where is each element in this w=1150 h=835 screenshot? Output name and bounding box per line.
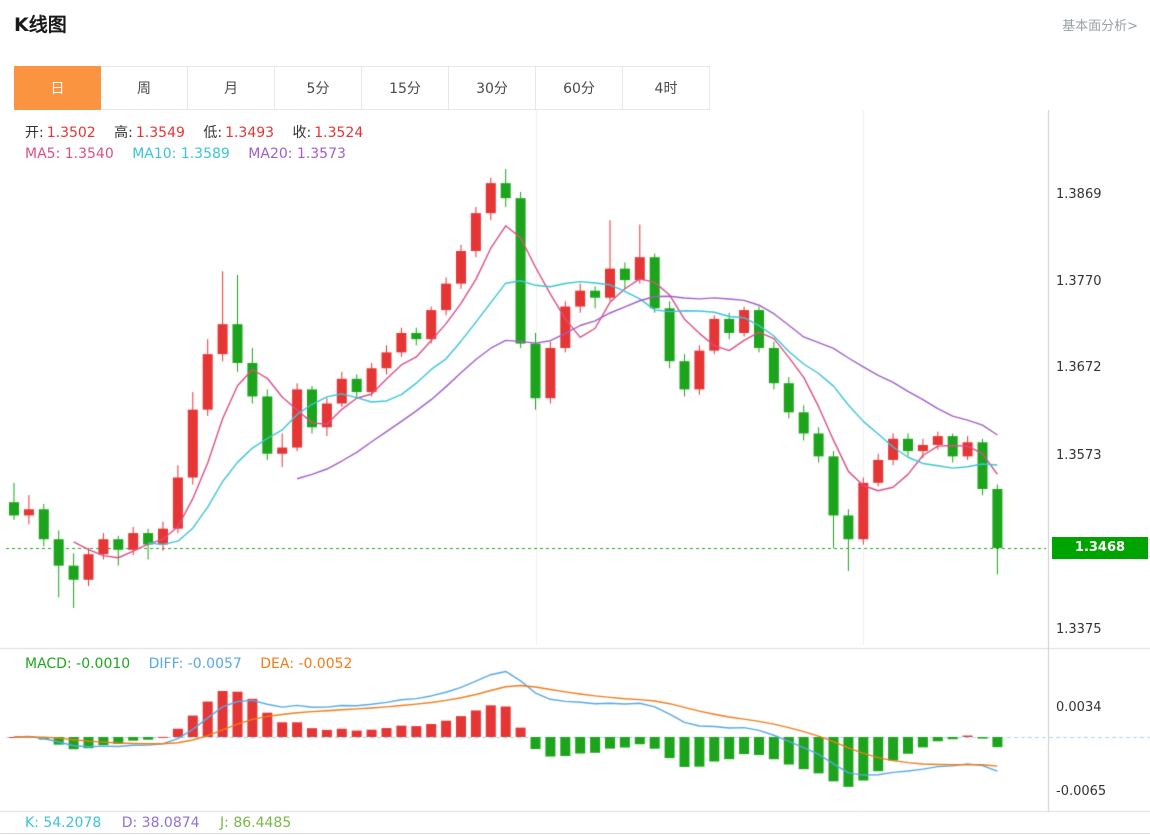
open-value: 1.3502 bbox=[46, 125, 96, 141]
j-label: J: bbox=[220, 815, 229, 831]
d-value: 38.0874 bbox=[141, 815, 200, 831]
price-axis-tick: 1.3770 bbox=[1056, 273, 1102, 289]
macd-label: MACD: bbox=[25, 656, 72, 672]
dea-value: -0.0052 bbox=[298, 656, 353, 672]
kline-chart-canvas[interactable] bbox=[0, 110, 1150, 814]
chart-area: 开: 1.3502 高: 1.3549 低: 1.3493 收: 1.3524 MA5:… bbox=[0, 110, 1150, 814]
tab-30min[interactable]: 30分 bbox=[449, 66, 536, 110]
j-value: 86.4485 bbox=[233, 815, 292, 831]
low-value: 1.3493 bbox=[225, 125, 275, 141]
macd-axis-tick: 0.0034 bbox=[1056, 700, 1102, 716]
price-axis-tick: 1.3573 bbox=[1056, 447, 1102, 463]
ma5-label: MA5: bbox=[25, 146, 61, 162]
current-price-tag: 1.3468 bbox=[1052, 537, 1148, 560]
interval-tabs-bar: 日 周 月 5分 15分 30分 60分 4时 bbox=[14, 66, 710, 110]
tab-month[interactable]: 月 bbox=[188, 66, 275, 110]
fundamental-analysis-link[interactable]: 基本面分析> bbox=[1062, 19, 1138, 34]
ma20-value: 1.3573 bbox=[296, 146, 346, 162]
price-axis-tick: 1.3672 bbox=[1056, 360, 1102, 376]
tab-week[interactable]: 周 bbox=[101, 66, 188, 110]
ma-legend: MA5: 1.3540 MA10: 1.3589 MA20: 1.3573 bbox=[25, 146, 360, 162]
macd-value: -0.0010 bbox=[76, 656, 131, 672]
high-value: 1.3549 bbox=[135, 125, 185, 141]
open-label: 开: bbox=[25, 125, 44, 141]
low-label: 低: bbox=[203, 125, 223, 141]
tab-15min[interactable]: 15分 bbox=[362, 66, 449, 110]
close-label: 收: bbox=[292, 125, 312, 141]
high-label: 高: bbox=[114, 125, 133, 141]
k-value: 54.2078 bbox=[43, 815, 102, 831]
top-bar: K线图 基本面分析> bbox=[0, 0, 1150, 66]
diff-label: DIFF: bbox=[148, 656, 184, 672]
tab-4hour[interactable]: 4时 bbox=[623, 66, 710, 110]
tab-5min[interactable]: 5分 bbox=[275, 66, 362, 110]
ma20-label: MA20: bbox=[248, 146, 293, 162]
ohlc-legend: 开: 1.3502 高: 1.3549 低: 1.3493 收: 1.3524 bbox=[25, 122, 377, 142]
ma5-value: 1.3540 bbox=[64, 146, 114, 162]
kdj-legend: K: 54.2078 D: 38.0874 J: 86.4485 bbox=[0, 812, 1150, 834]
ma10-value: 1.3589 bbox=[180, 146, 230, 162]
d-label: D: bbox=[121, 815, 138, 831]
price-axis-tick: 1.3869 bbox=[1056, 186, 1102, 202]
ma10-label: MA10: bbox=[132, 146, 177, 162]
dea-label: DEA: bbox=[260, 656, 294, 672]
macd-axis-tick: -0.0065 bbox=[1056, 784, 1107, 800]
k-label: K: bbox=[25, 815, 39, 831]
page-title: K线图 bbox=[14, 14, 67, 36]
price-axis-tick: 1.3375 bbox=[1056, 622, 1102, 638]
close-value: 1.3524 bbox=[314, 125, 364, 141]
tab-60min[interactable]: 60分 bbox=[536, 66, 623, 110]
tab-day[interactable]: 日 bbox=[14, 66, 101, 110]
diff-value: -0.0057 bbox=[187, 656, 242, 672]
macd-legend: MACD: -0.0010 DIFF: -0.0057 DEA: -0.0052 bbox=[25, 656, 366, 672]
